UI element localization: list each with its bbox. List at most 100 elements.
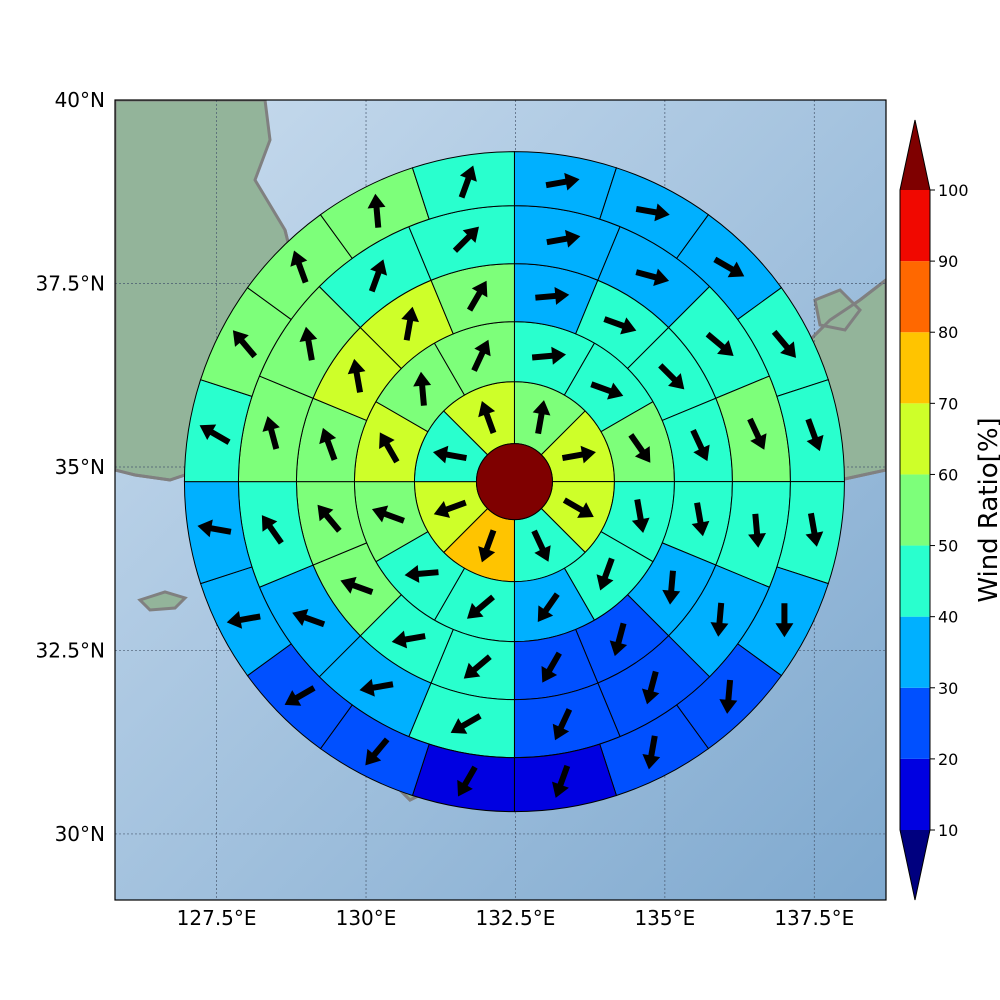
wind-arrow: [537, 592, 560, 622]
colorbar-tick-label: 80: [938, 323, 958, 342]
colorbar-tick-label: 90: [938, 252, 958, 271]
wind-arrow: [365, 737, 390, 766]
colorbar-tick-label: 100: [938, 181, 969, 200]
colorbar: 10 20 30 40 50 60 70 80 90 100: [899, 119, 969, 901]
longitude-tick-labels: 127.5°E 130°E 132.5°E 135°E 137.5°E: [177, 906, 855, 930]
colorbar-bin: [900, 332, 930, 404]
wind-arrow: [552, 708, 573, 741]
wind-arrow: [299, 326, 318, 361]
colorbar-min-extend: [900, 830, 930, 900]
wind-arrow: [401, 306, 419, 341]
colorbar-bin: [900, 474, 930, 546]
wind-arrow: [290, 250, 309, 284]
wind-arrow: [368, 259, 388, 293]
colorbar-tick-label: 30: [938, 679, 958, 698]
lat-tick-label: 40°N: [55, 88, 105, 112]
latitude-tick-labels: 40°N 37.5°N 35°N 32.5°N 30°N: [36, 88, 106, 846]
wind-arrow: [641, 670, 660, 705]
wind-arrow: [590, 381, 624, 400]
wind-arrow: [603, 316, 637, 335]
colorbar-bin: [900, 545, 930, 617]
wind-arrow: [292, 609, 326, 628]
lon-tick-label: 137.5°E: [774, 906, 854, 930]
wind-arrow: [532, 400, 551, 435]
wind-arrow: [748, 513, 767, 548]
wind-arrow: [391, 630, 426, 649]
wind-arrow: [658, 363, 685, 390]
wind-arrow: [458, 165, 477, 199]
wind-arrow: [199, 424, 231, 445]
wind-arrow: [690, 429, 710, 462]
lon-tick-label: 130°E: [336, 906, 397, 930]
colorbar-max-extend: [900, 120, 930, 190]
colorbar-bin: [900, 403, 930, 475]
wind-arrow: [232, 330, 258, 359]
wind-arrow: [466, 280, 488, 312]
wind-arrow: [463, 654, 492, 679]
lat-tick-label: 32.5°N: [36, 638, 106, 662]
wind-arrow: [197, 519, 232, 538]
wind-arrow: [261, 515, 284, 545]
wind-arrow: [713, 256, 745, 278]
wind-arrow: [359, 678, 394, 697]
wind-arrow: [457, 765, 478, 797]
wind-arrow: [531, 346, 567, 365]
wind-arrow: [284, 685, 316, 706]
colorbar-bin: [900, 616, 930, 688]
wind-arrow: [635, 203, 670, 222]
lat-tick-label: 30°N: [55, 822, 105, 846]
wind-arrow: [747, 417, 767, 450]
wind-arrow: [535, 286, 570, 305]
wind-arrow: [775, 603, 794, 638]
wind-arrow: [805, 418, 824, 452]
wind-arrow: [662, 570, 681, 605]
colorbar-bin: [900, 190, 930, 262]
wind-arrow: [367, 193, 386, 228]
jeju-island: [137, 590, 188, 612]
wind-arrow: [628, 433, 651, 463]
map-frame: [114, 99, 887, 901]
colorbar-tick-label: 50: [938, 537, 958, 556]
wind-arrow: [719, 679, 738, 714]
colorbar-tick-label: 40: [938, 608, 958, 627]
wind-arrow: [478, 529, 497, 563]
colorbar-bin: [900, 687, 930, 759]
wind-arrow: [467, 594, 495, 619]
wind-arrow: [635, 268, 670, 287]
wind-arrow: [471, 339, 491, 372]
wind-arrow: [609, 622, 628, 657]
wind-arrow: [317, 504, 342, 533]
wind-arrow: [347, 358, 366, 393]
wind-arrow: [691, 502, 710, 537]
colorbar-tick-label: 70: [938, 394, 958, 413]
wind-arrow: [432, 445, 467, 464]
wind-arrow: [705, 331, 734, 356]
wind-arrow: [478, 400, 497, 434]
colorbar-bin: [900, 261, 930, 333]
wind-arrow: [710, 602, 729, 637]
wind-arrow: [531, 529, 551, 562]
lat-tick-label: 37.5°N: [36, 271, 106, 295]
wind-arrow: [226, 611, 261, 629]
wind-arrow: [631, 499, 650, 534]
oki-islands: [813, 288, 862, 332]
wind-arrow: [545, 172, 580, 191]
lon-tick-label: 127.5°E: [177, 906, 257, 930]
wind-arrow: [642, 735, 661, 770]
wind-arrow: [404, 564, 439, 583]
wind-arrow: [262, 416, 280, 450]
colorbar-bin: [900, 758, 930, 830]
colorbar-tick-label: 60: [938, 465, 958, 484]
wind-arrow: [805, 512, 824, 547]
wind-arrow: [340, 576, 374, 595]
lon-tick-label: 135°E: [634, 906, 695, 930]
wind-arrow: [452, 226, 479, 253]
wind-arrow: [562, 497, 594, 518]
wind-arrow: [433, 499, 467, 518]
lat-tick-label: 35°N: [55, 455, 105, 479]
wind-arrow: [371, 505, 405, 524]
wind-arrow: [561, 445, 596, 464]
wind-arrow: [413, 371, 432, 406]
lon-tick-label: 132.5°E: [475, 906, 555, 930]
